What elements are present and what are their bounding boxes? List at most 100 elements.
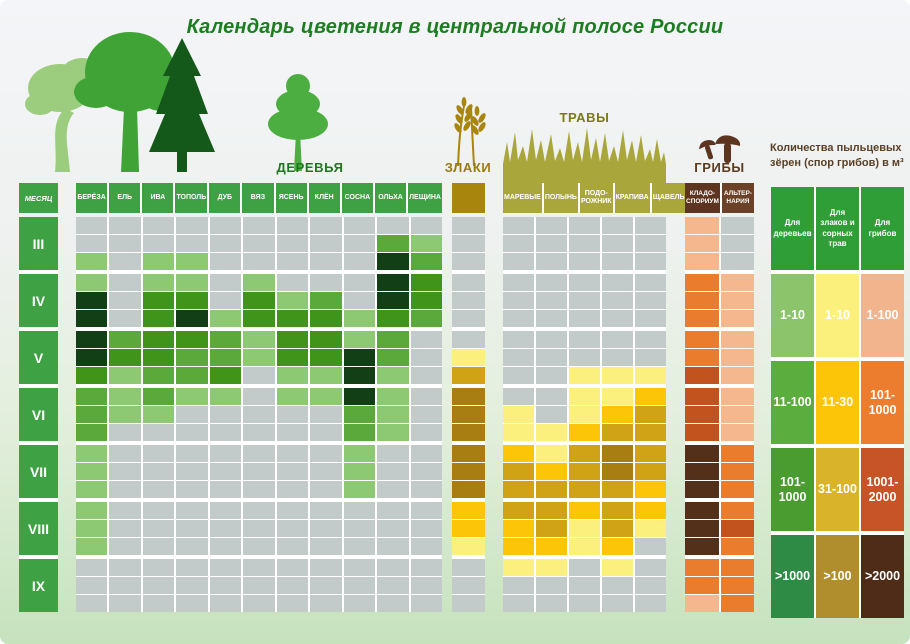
grid-cell	[142, 538, 175, 555]
grid-cell	[685, 253, 719, 270]
grid-cell	[109, 388, 141, 405]
grid-cell	[452, 538, 485, 555]
legend-row: >1000 >100 >2000	[771, 535, 904, 618]
grid-cell	[142, 331, 175, 348]
grid-cell	[343, 424, 376, 441]
grid-cell	[377, 424, 409, 441]
grid-cell	[536, 481, 567, 498]
grid-cell	[276, 274, 309, 291]
grid-cell	[209, 292, 242, 309]
grid-cell	[410, 559, 442, 576]
month-block	[452, 274, 485, 327]
grid-cell	[452, 463, 485, 480]
grid-cell	[142, 406, 175, 423]
grid-cell	[503, 463, 534, 480]
grid-cell	[635, 445, 666, 462]
grid-cell	[536, 235, 567, 252]
legend-panel: Для деревьев Для злаков и сорных трав Для …	[771, 187, 904, 618]
fungus-column-header: КЛАДО-СПОРИУМ	[685, 183, 720, 213]
grid-cell	[410, 388, 442, 405]
month-label: IV	[19, 274, 58, 327]
grid-cell	[720, 577, 754, 594]
grid-cell	[276, 235, 309, 252]
legend-swatch: 1001-2000	[861, 448, 904, 531]
grid-cell	[452, 520, 485, 537]
month-block	[503, 445, 666, 498]
grid-cell	[410, 331, 442, 348]
grid-cell	[503, 595, 534, 612]
grid-cell	[685, 406, 719, 423]
grid-cell	[635, 463, 666, 480]
grid-cell	[452, 310, 485, 327]
grid-cell	[569, 520, 600, 537]
grid-cell	[685, 310, 719, 327]
grid-cell	[176, 559, 208, 576]
grid-cell	[176, 445, 208, 462]
grid-cell	[76, 481, 108, 498]
grid-cell	[536, 331, 567, 348]
grid-cell	[109, 463, 141, 480]
grid-cell	[343, 310, 376, 327]
grid-cell	[410, 367, 442, 384]
grid-cell	[243, 481, 275, 498]
grid-cell	[276, 253, 309, 270]
legend-swatch: 1-10	[816, 274, 859, 357]
grid-cell	[76, 559, 108, 576]
legend-row: 11-100 11-30 101-1000	[771, 361, 904, 444]
grid-cell	[176, 538, 208, 555]
grid-cell	[109, 349, 141, 366]
grid-cell	[243, 292, 275, 309]
grid-cell	[276, 463, 309, 480]
grid-cell	[209, 445, 242, 462]
legend-swatch: 11-30	[816, 361, 859, 444]
grid-cell	[142, 274, 175, 291]
grid-cell	[310, 538, 342, 555]
grid-cell	[109, 367, 141, 384]
grid-cell	[602, 502, 633, 519]
grid-cell	[377, 406, 409, 423]
legend-swatch: 31-100	[816, 448, 859, 531]
legend-swatch: >1000	[771, 535, 814, 618]
grid-cell	[602, 520, 633, 537]
month-block	[503, 502, 666, 555]
month-block	[685, 388, 754, 441]
grid-cell	[176, 292, 208, 309]
grid-cell	[176, 217, 208, 234]
grid-cell	[243, 502, 275, 519]
grid-cell	[635, 274, 666, 291]
grid-cell	[569, 406, 600, 423]
grid-cell	[635, 292, 666, 309]
grid-cell	[720, 520, 754, 537]
grid-cell	[209, 559, 242, 576]
grid-cell	[410, 502, 442, 519]
grid-cell	[209, 406, 242, 423]
legend-title-line2: зёрен (спор грибов) в м³	[770, 157, 904, 169]
grid-cell	[536, 595, 567, 612]
grid-cell	[635, 559, 666, 576]
month-block	[76, 217, 442, 270]
grid-cell	[343, 538, 376, 555]
grid-cell	[310, 502, 342, 519]
grid-cell	[76, 217, 108, 234]
grid-cell	[410, 520, 442, 537]
grid-cell	[685, 577, 719, 594]
grid-cell	[276, 388, 309, 405]
grid-cell	[209, 217, 242, 234]
grid-cell	[720, 424, 754, 441]
grid-cell	[76, 538, 108, 555]
herb-column-header: ПОЛЫНЬ	[543, 183, 578, 213]
grid-cell	[243, 274, 275, 291]
grid-cell	[452, 253, 485, 270]
grid-cell	[176, 595, 208, 612]
grid-cell	[343, 331, 376, 348]
grid-cell	[602, 331, 633, 348]
page-title: Календарь цветения в центральной полосе …	[186, 16, 724, 38]
grid-cell	[635, 310, 666, 327]
grid-cell	[569, 274, 600, 291]
grid-cell	[410, 595, 442, 612]
grid-cell	[142, 367, 175, 384]
grid-cell	[209, 595, 242, 612]
month-block	[452, 502, 485, 555]
grid-cell	[343, 235, 376, 252]
grid-cell	[503, 235, 534, 252]
